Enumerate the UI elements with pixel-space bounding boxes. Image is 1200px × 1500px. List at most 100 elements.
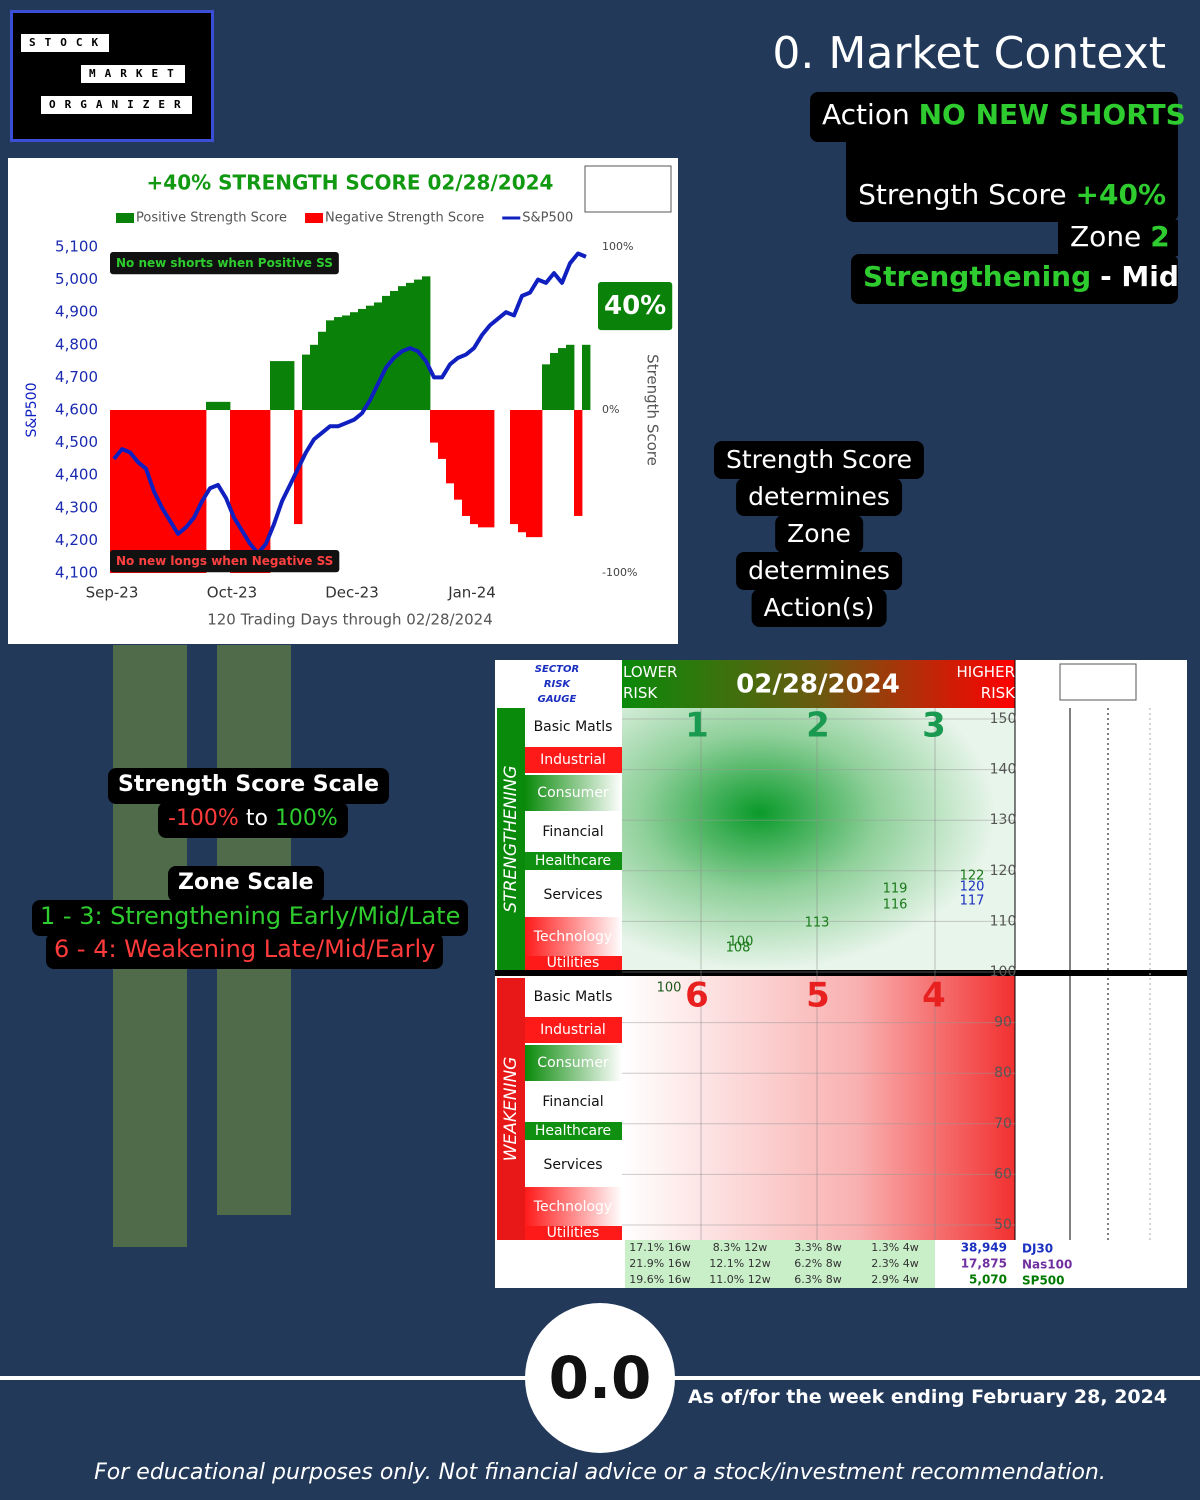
sector-label: Utilities	[547, 955, 600, 971]
summary-value: 38,949	[961, 1241, 1007, 1255]
group-box	[497, 978, 525, 1240]
gauge-title: RISK	[544, 679, 572, 690]
group-label: WEAKENING	[501, 1057, 521, 1162]
sector-label: Basic Matls	[534, 719, 613, 735]
disclaimer: For educational purposes only. Not finan…	[94, 1460, 1106, 1485]
bar	[230, 410, 239, 573]
mini-logo	[1059, 663, 1137, 701]
bar	[214, 401, 223, 410]
y-axis-label: S&P500	[24, 383, 40, 438]
axis-tick-label: 50	[994, 1217, 1012, 1233]
sector-label: Industrial	[540, 1022, 606, 1038]
sector-bg	[525, 816, 622, 848]
zone-scale-title: Zone Scale	[168, 866, 324, 902]
strength-box: Strength Score +40%	[846, 130, 1178, 222]
strength-area	[622, 708, 1015, 970]
ss-min: -100%	[168, 806, 239, 831]
bar	[390, 291, 399, 410]
flow-step: determines	[736, 552, 902, 590]
bar	[462, 410, 471, 516]
strength-label: Strength Score	[858, 178, 1067, 211]
summary-value: 17,875	[961, 1257, 1007, 1271]
logo: STOCK MARKET ORGANIZER	[10, 10, 214, 142]
summary-cell: 1.3% 4w	[871, 1241, 918, 1254]
bar	[558, 348, 567, 410]
bar	[470, 410, 479, 525]
zone-number: 1	[685, 706, 709, 746]
bar	[182, 410, 191, 573]
zone-strong: 1 - 3: Strengthening Early/Mid/Late	[32, 900, 469, 936]
flow-step: Action(s)	[751, 589, 887, 627]
bar	[310, 344, 319, 410]
sector-label: Financial	[542, 1094, 603, 1110]
zone-box: Zone 2	[1058, 220, 1178, 256]
bar	[526, 410, 535, 538]
axis-tick-label: 150	[990, 711, 1017, 727]
zone: 2	[1150, 220, 1170, 253]
sector-bg	[525, 1226, 622, 1240]
y-tick-label: 4,200	[55, 531, 98, 549]
phase-box: Strengthening - Mid	[851, 254, 1179, 304]
sector-bg	[525, 775, 622, 811]
legend-swatch	[116, 213, 134, 223]
lower-risk: LOWER RISK	[623, 663, 678, 702]
y-tick-label: 4,900	[55, 303, 98, 321]
summary-cell: 2.3% 4w	[871, 1257, 918, 1270]
axis-tick-label: 70	[994, 1116, 1012, 1132]
zone-number: 4	[922, 976, 946, 1016]
legend-swatch	[305, 213, 324, 223]
logo-word: STOCK	[21, 31, 205, 52]
ss-scale-title: Strength Score Scale	[108, 768, 390, 804]
sector-bg	[525, 956, 622, 970]
annotation: 40%	[598, 282, 673, 331]
annotation-box	[598, 282, 673, 331]
bar	[382, 295, 391, 410]
y-tick-label: 4,700	[55, 368, 98, 386]
sector-label: Financial	[542, 824, 603, 840]
mini-logo	[584, 165, 672, 213]
score-circle: 0.0	[525, 1303, 675, 1453]
annotation: No new longs when Negative SS	[110, 550, 340, 573]
divider	[495, 970, 1187, 976]
bar	[190, 410, 199, 573]
gauge-date: 02/28/2024	[736, 670, 900, 700]
axis-tick-label: 90	[994, 1015, 1012, 1031]
x-tick-label: Sep-23	[86, 584, 139, 602]
bar	[254, 410, 263, 573]
bar	[262, 410, 271, 573]
zone-weak: 6 - 4: Weakening Late/Mid/Early	[46, 933, 444, 969]
axis-tick-label: 100	[990, 964, 1017, 980]
bar	[582, 344, 591, 410]
sector-label: Technology	[533, 929, 612, 945]
bar	[198, 410, 207, 573]
bar	[446, 410, 455, 484]
action-label: Action	[822, 98, 910, 131]
zone-number: 5	[806, 976, 830, 1016]
summary-cell: 2.9% 4w	[871, 1273, 918, 1286]
line-label: 100	[729, 935, 754, 950]
summary-cell: 8.3% 12w	[713, 1241, 767, 1254]
sector-bg	[525, 852, 622, 870]
logo-word: ORGANIZER	[41, 93, 205, 114]
axis-tick-label: 60	[994, 1166, 1012, 1182]
gauge: SECTOR RISK GAUGE LOWER RISK HIGHER RISK…	[495, 660, 1187, 1288]
sector-bg	[525, 1187, 622, 1227]
x-tick-label: Jan-24	[447, 584, 496, 602]
sector-bg	[525, 708, 622, 746]
bar	[414, 279, 423, 410]
bar	[206, 401, 215, 410]
bar	[286, 361, 295, 410]
group-box	[497, 708, 525, 970]
bar	[518, 410, 527, 533]
y-tick-label: 4,100	[55, 564, 98, 582]
axis-tick-label: 130	[990, 812, 1017, 828]
annotation-text: 40%	[604, 291, 666, 321]
bar	[158, 410, 167, 573]
gauge-header	[622, 660, 1015, 708]
summary-index: SP500	[1022, 1274, 1065, 1288]
sector-label: Utilities	[547, 1225, 600, 1241]
sector-bg	[525, 879, 622, 911]
sector-label: Healthcare	[535, 853, 611, 869]
logo-word: MARKET	[81, 65, 185, 83]
annotation-box	[110, 550, 340, 573]
